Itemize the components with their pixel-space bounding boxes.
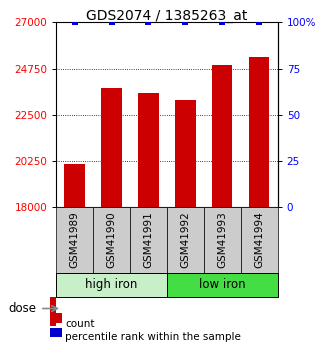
Bar [241,207,278,273]
Text: GSM41991: GSM41991 [143,211,153,268]
Bar [56,273,167,297]
Text: percentile rank within the sample: percentile rank within the sample [65,333,241,343]
Text: count: count [65,318,94,328]
Bar [130,207,167,273]
Text: GDS2074 / 1385263_at: GDS2074 / 1385263_at [86,9,247,23]
Point [183,20,188,25]
Point [109,20,114,25]
Point [146,20,151,25]
Text: low iron: low iron [199,278,246,291]
Point [256,20,262,25]
Bar [212,66,232,207]
Bar [65,164,85,207]
Bar [167,273,278,297]
Text: high iron: high iron [85,278,138,291]
Text: GSM41994: GSM41994 [254,211,264,268]
Text: GSM41992: GSM41992 [180,211,190,268]
Bar [56,207,93,273]
Bar [138,93,159,207]
Point [72,20,77,25]
Bar [101,88,122,207]
Bar [93,207,130,273]
Text: GSM41989: GSM41989 [70,211,80,268]
Text: GSM41993: GSM41993 [217,211,227,268]
Bar [249,57,269,207]
Bar [167,207,204,273]
Bar [204,207,241,273]
Text: GSM41990: GSM41990 [107,211,117,268]
Bar [50,280,56,326]
Bar [175,100,195,207]
Point [220,20,225,25]
Text: dose: dose [8,302,36,315]
